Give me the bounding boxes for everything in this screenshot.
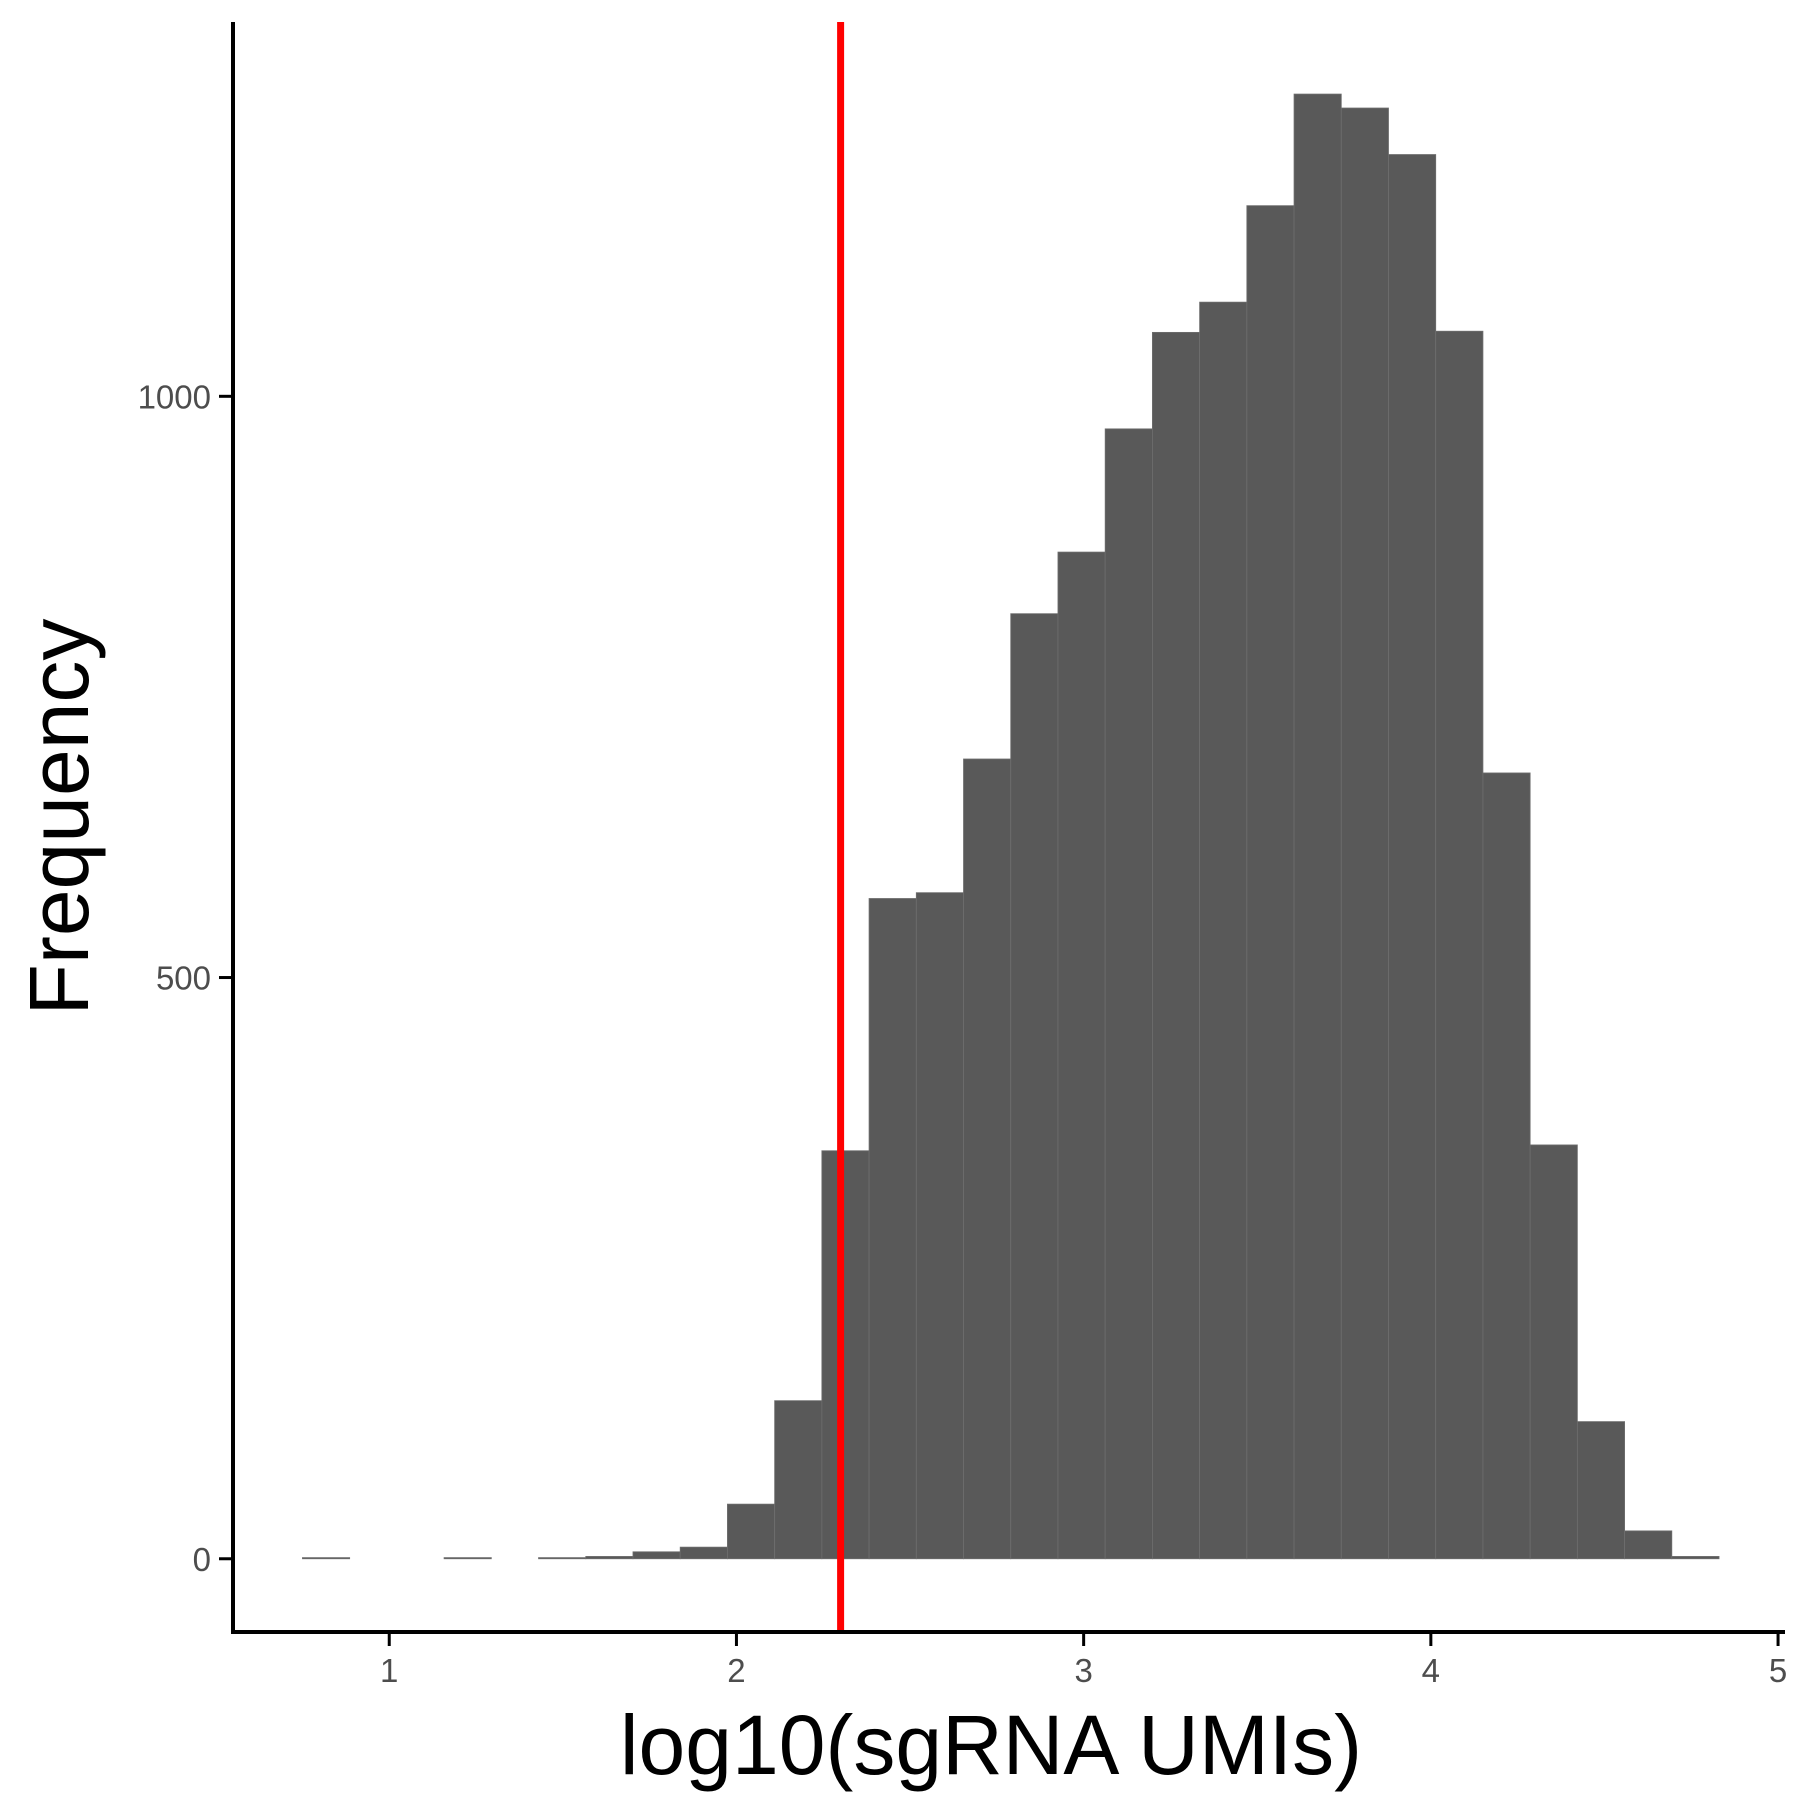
histogram-bar [821, 1150, 870, 1560]
x-axis-title: log10(sgRNA UMIs) [620, 1698, 1362, 1792]
histogram-bar [727, 1503, 776, 1560]
histogram-bar [1104, 428, 1153, 1560]
histogram-bar [1010, 613, 1059, 1560]
histogram-bar [443, 1557, 492, 1560]
x-tick-label: 5 [1769, 1652, 1787, 1689]
x-tick-label: 1 [380, 1652, 398, 1689]
histogram-bar [1671, 1556, 1720, 1560]
histogram-bar [915, 892, 964, 1560]
histogram-bar [1388, 154, 1437, 1560]
x-tick-label: 3 [1074, 1652, 1092, 1689]
histogram-bar [1482, 772, 1531, 1560]
histogram-bar [1624, 1530, 1673, 1560]
histogram-bar [1293, 93, 1342, 1560]
histogram-bar [679, 1546, 728, 1560]
histogram-bar [1151, 331, 1201, 1560]
bars-layer [302, 93, 1720, 1560]
histogram-bar [1057, 551, 1106, 1560]
y-tick-label: 0 [193, 1541, 211, 1578]
y-tick-label: 500 [156, 960, 211, 997]
histogram-bar [585, 1556, 634, 1560]
histogram-bar [538, 1557, 587, 1560]
histogram-bar [1529, 1144, 1578, 1560]
histogram-bar [1340, 107, 1389, 1560]
histogram-bar [632, 1551, 681, 1560]
x-tick-label: 2 [727, 1652, 745, 1689]
ticks-layer: 1 2 3 4 5 0 500 1000 [138, 378, 1788, 1689]
axes-layer [231, 22, 1785, 1634]
y-tick-label: 1000 [138, 378, 211, 415]
histogram-bar [302, 1557, 351, 1560]
y-axis-title: Frequency [12, 619, 106, 1016]
histogram-bar [774, 1400, 823, 1560]
x-tick-label: 4 [1422, 1652, 1440, 1689]
histogram-bar [1246, 205, 1295, 1560]
histogram-bar [1576, 1421, 1625, 1560]
histogram-bar [963, 758, 1012, 1560]
histogram-bar [1435, 330, 1484, 1560]
histogram-bar [868, 898, 917, 1560]
histogram-bar [1199, 301, 1248, 1560]
